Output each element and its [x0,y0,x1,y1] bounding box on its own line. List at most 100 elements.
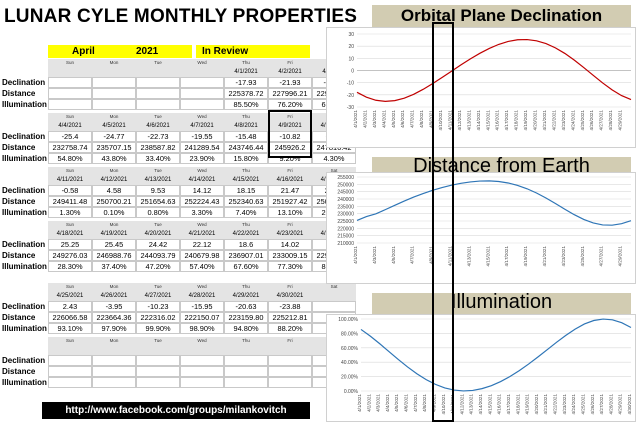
distance-cell[interactable]: 236907.01 [224,250,268,261]
illumination-cell[interactable]: 13.10% [268,207,312,218]
illumination-cell[interactable]: 15.80% [224,153,268,164]
declination-cell[interactable]: 25.25 [48,239,92,250]
distance-cell[interactable]: 240679.98 [180,250,224,261]
declination-cell[interactable] [92,355,136,366]
declination-cell[interactable] [180,355,224,366]
declination-cell[interactable]: 21.47 [268,185,312,196]
illumination-cell[interactable]: 77.30% [268,261,312,272]
distance-cell[interactable]: 252340.63 [224,196,268,207]
distance-cell[interactable]: 222150.07 [180,312,224,323]
footer-link[interactable]: http://www.facebook.com/groups/milankovi… [42,402,310,419]
illumination-cell[interactable] [224,377,268,388]
distance-cell[interactable]: 226066.58 [48,312,92,323]
illumination-cell[interactable]: 57.40% [180,261,224,272]
declination-cell[interactable] [136,77,180,88]
illumination-cell[interactable]: 43.80% [92,153,136,164]
distance-cell[interactable] [48,88,92,99]
distance-cell[interactable] [224,366,268,377]
illumination-cell[interactable]: 37.40% [92,261,136,272]
illumination-cell[interactable]: 33.40% [136,153,180,164]
declination-cell[interactable] [92,77,136,88]
distance-cell[interactable]: 223159.80 [224,312,268,323]
illumination-cell[interactable] [136,99,180,110]
declination-cell[interactable]: -3.95 [92,301,136,312]
declination-cell[interactable]: 24.42 [136,239,180,250]
declination-cell[interactable]: 18.15 [224,185,268,196]
illumination-cell[interactable]: 93.10% [48,323,92,334]
distance-cell[interactable]: 225378.72 [224,88,268,99]
distance-cell[interactable]: 249276.03 [48,250,92,261]
illumination-cell[interactable]: 3.30% [180,207,224,218]
declination-cell[interactable]: -21.93 [268,77,312,88]
illumination-cell[interactable] [48,377,92,388]
distance-cell[interactable]: 238587.82 [136,142,180,153]
illumination-cell[interactable]: 88.20% [268,323,312,334]
declination-cell[interactable] [312,301,356,312]
declination-cell[interactable]: -15.48 [224,131,268,142]
distance-cell[interactable]: 241289.54 [180,142,224,153]
illumination-cell[interactable]: 67.60% [224,261,268,272]
illumination-cell[interactable]: 1.30% [48,207,92,218]
distance-cell[interactable] [136,88,180,99]
declination-cell[interactable]: 25.45 [92,239,136,250]
illumination-cell[interactable] [136,377,180,388]
distance-cell[interactable]: 223664.36 [92,312,136,323]
illumination-cell[interactable] [180,377,224,388]
distance-cell[interactable]: 244093.79 [136,250,180,261]
illumination-cell[interactable]: 0.10% [92,207,136,218]
distance-cell[interactable]: 235707.15 [92,142,136,153]
illumination-cell[interactable] [268,377,312,388]
distance-cell[interactable]: 222316.02 [136,312,180,323]
declination-cell[interactable] [268,355,312,366]
declination-cell[interactable]: 4.58 [92,185,136,196]
declination-cell[interactable]: -19.55 [180,131,224,142]
declination-cell[interactable]: -17.93 [224,77,268,88]
distance-cell[interactable] [136,366,180,377]
distance-cell[interactable] [92,88,136,99]
declination-cell[interactable]: -24.77 [92,131,136,142]
distance-cell[interactable] [268,366,312,377]
illumination-cell[interactable] [92,99,136,110]
declination-cell[interactable]: 2.43 [48,301,92,312]
illumination-cell[interactable]: 7.40% [224,207,268,218]
illumination-cell[interactable]: 9.20% [268,153,312,164]
illumination-cell[interactable]: 76.20% [268,99,312,110]
illumination-cell[interactable]: 54.80% [48,153,92,164]
declination-cell[interactable]: 22.12 [180,239,224,250]
illumination-cell[interactable]: 0.80% [136,207,180,218]
distance-cell[interactable] [180,88,224,99]
declination-cell[interactable]: -25.4 [48,131,92,142]
distance-cell[interactable]: 251654.63 [136,196,180,207]
illumination-cell[interactable]: 94.80% [224,323,268,334]
declination-cell[interactable] [180,77,224,88]
declination-cell[interactable]: 14.02 [268,239,312,250]
illumination-cell[interactable]: 85.50% [224,99,268,110]
distance-cell[interactable]: 249411.48 [48,196,92,207]
declination-cell[interactable]: -10.23 [136,301,180,312]
distance-cell[interactable]: 243746.44 [224,142,268,153]
declination-cell[interactable]: 9.53 [136,185,180,196]
declination-cell[interactable] [48,355,92,366]
distance-cell[interactable]: 250700.21 [92,196,136,207]
declination-cell[interactable]: -15.95 [180,301,224,312]
illumination-cell[interactable] [92,377,136,388]
distance-cell[interactable]: 246988.76 [92,250,136,261]
declination-cell[interactable] [136,355,180,366]
distance-cell[interactable]: 227996.21 [268,88,312,99]
distance-cell[interactable] [180,366,224,377]
distance-cell[interactable] [48,366,92,377]
declination-cell[interactable]: -22.73 [136,131,180,142]
illumination-cell[interactable]: 99.90% [136,323,180,334]
illumination-cell[interactable]: 23.90% [180,153,224,164]
distance-cell[interactable]: 225212.81 [268,312,312,323]
declination-cell[interactable] [48,77,92,88]
distance-cell[interactable]: 233009.15 [268,250,312,261]
illumination-cell[interactable]: 28.30% [48,261,92,272]
declination-cell[interactable] [224,355,268,366]
illumination-cell[interactable] [48,99,92,110]
distance-cell[interactable]: 232758.74 [48,142,92,153]
distance-cell[interactable]: 251927.42 [268,196,312,207]
declination-cell[interactable]: 14.12 [180,185,224,196]
illumination-cell[interactable]: 4.30% [312,153,356,164]
declination-cell[interactable]: -23.88 [268,301,312,312]
